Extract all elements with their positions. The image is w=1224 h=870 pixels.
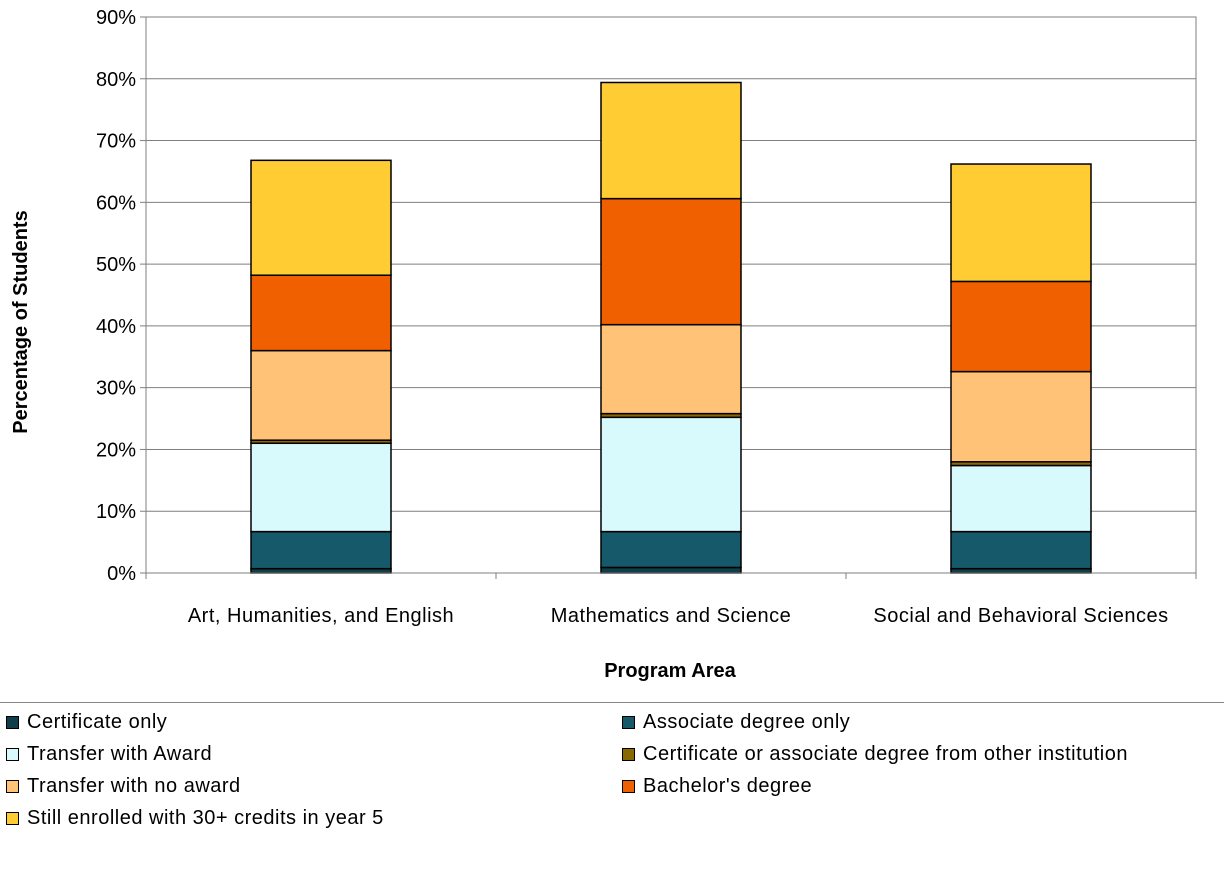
legend-swatch bbox=[622, 780, 635, 793]
y-tick-label: 10% bbox=[96, 501, 136, 523]
y-tick-label: 0% bbox=[107, 563, 136, 585]
bar-segment bbox=[951, 372, 1091, 462]
y-tick-label: 70% bbox=[96, 131, 136, 153]
y-tick-label: 20% bbox=[96, 439, 136, 461]
legend-swatch bbox=[6, 716, 19, 729]
legend-label: Still enrolled with 30+ credits in year … bbox=[27, 807, 384, 830]
bar-segment bbox=[251, 351, 391, 441]
bar-segment bbox=[601, 82, 741, 198]
legend-label: Bachelor's degree bbox=[643, 775, 812, 798]
legend-item: Certificate only bbox=[6, 711, 167, 734]
bar-segment bbox=[951, 466, 1091, 532]
x-tick-label: Social and Behavioral Sciences bbox=[873, 605, 1168, 627]
legend-label: Transfer with no award bbox=[27, 775, 241, 798]
legend-label: Associate degree only bbox=[643, 711, 850, 734]
stacked-bar-chart: 0% 10% 20% 30% 40% 50% 60% 70% 80% 90% Art, Human… bbox=[0, 0, 1224, 700]
y-axis-label: Percentage of Students bbox=[10, 210, 32, 433]
x-tick-labels: Art, Humanities, and English Mathematics … bbox=[188, 605, 1169, 627]
y-tick-labels: 0% 10% 20% 30% 40% 50% 60% 70% 80% 90% bbox=[96, 7, 136, 585]
bar-segment bbox=[601, 199, 741, 325]
y-tick-label: 90% bbox=[96, 7, 136, 29]
bar-segment bbox=[601, 532, 741, 568]
bars bbox=[251, 82, 1091, 573]
y-tick-label: 60% bbox=[96, 192, 136, 214]
legend-swatch bbox=[6, 812, 19, 825]
legend-item: Transfer with no award bbox=[6, 775, 241, 798]
bar-segment bbox=[251, 275, 391, 350]
legend-swatch bbox=[622, 716, 635, 729]
bar-segment bbox=[251, 443, 391, 531]
y-tick-label: 30% bbox=[96, 378, 136, 400]
legend-item: Associate degree only bbox=[622, 711, 850, 734]
legend-item: Still enrolled with 30+ credits in year … bbox=[6, 807, 384, 830]
y-tick-label: 80% bbox=[96, 69, 136, 91]
legend-label: Transfer with Award bbox=[27, 743, 212, 766]
legend-item: Transfer with Award bbox=[6, 743, 212, 766]
bar-segment bbox=[251, 532, 391, 569]
legend-item: Certificate or associate degree from oth… bbox=[622, 743, 1128, 766]
y-tick-label: 40% bbox=[96, 316, 136, 338]
x-axis-label: Program Area bbox=[604, 660, 736, 682]
bar-segment bbox=[951, 532, 1091, 569]
y-tick-label: 50% bbox=[96, 254, 136, 276]
bar-segment bbox=[951, 281, 1091, 371]
bar-segment bbox=[601, 567, 741, 573]
legend-label: Certificate only bbox=[27, 711, 167, 734]
x-tick-label: Mathematics and Science bbox=[551, 605, 792, 627]
legend-swatch bbox=[6, 780, 19, 793]
legend: Certificate only Associate degree only Tra… bbox=[0, 702, 1224, 870]
legend-swatch bbox=[6, 748, 19, 761]
legend-label: Certificate or associate degree from oth… bbox=[643, 743, 1128, 766]
bar-segment bbox=[601, 325, 741, 414]
legend-item: Bachelor's degree bbox=[622, 775, 812, 798]
legend-swatch bbox=[622, 748, 635, 761]
bar-segment bbox=[951, 164, 1091, 281]
x-tick-label: Art, Humanities, and English bbox=[188, 605, 454, 627]
bar-segment bbox=[251, 160, 391, 275]
bar-segment bbox=[601, 417, 741, 531]
